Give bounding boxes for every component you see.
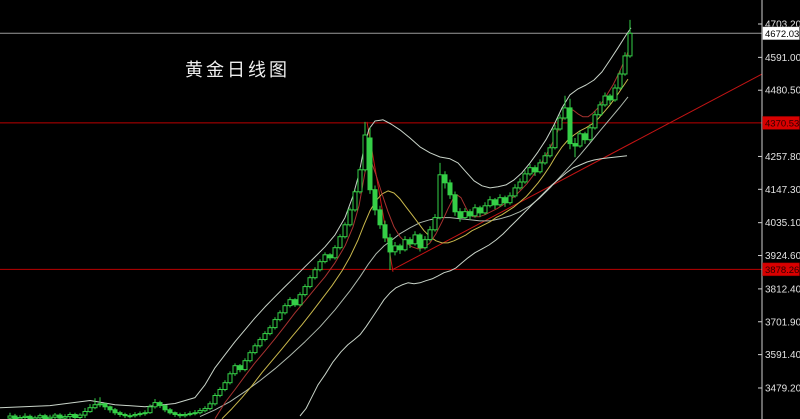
y-axis-label: 4257.80 xyxy=(765,152,800,163)
alert-price-badge-label: 4370.53 xyxy=(765,118,799,129)
y-axis-label: 3924.60 xyxy=(765,251,800,262)
y-axis-label: 4703.20 xyxy=(765,19,800,30)
lower-band-line xyxy=(299,155,628,417)
y-axis-label: 4591.00 xyxy=(765,53,800,64)
y-axis-label: 4035.10 xyxy=(765,218,800,229)
last-price-badge-label: 4672.03 xyxy=(765,29,799,40)
alert-price-badge-label: 3878.26 xyxy=(765,265,799,276)
candlestick-series xyxy=(7,19,633,419)
upper-band-line xyxy=(0,27,632,409)
y-axis-label: 4147.30 xyxy=(765,185,800,196)
chart-title: 黄金日线图 xyxy=(185,60,290,80)
y-axis-label: 3479.20 xyxy=(765,383,800,394)
y-axis-label: 3812.40 xyxy=(765,284,800,295)
y-axis-label: 4480.50 xyxy=(765,86,800,97)
y-axis-label: 3701.90 xyxy=(765,317,800,328)
ascending-support-trendline xyxy=(391,73,763,271)
y-axis-label: 3591.40 xyxy=(765,350,800,361)
